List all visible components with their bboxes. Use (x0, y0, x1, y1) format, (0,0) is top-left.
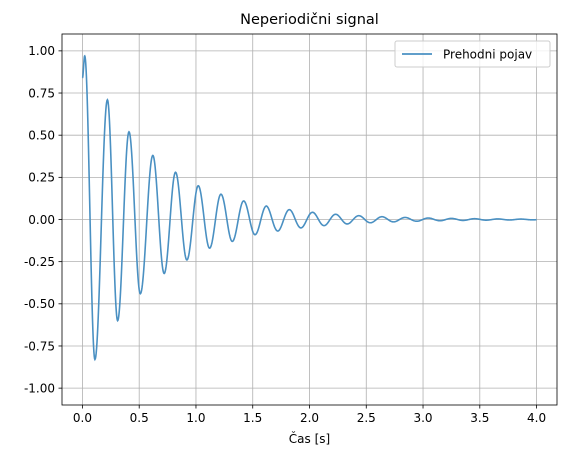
grid (62, 34, 557, 405)
chart-title: Neperiodični signal (240, 12, 379, 28)
plot-area (81, 54, 537, 362)
legend: Prehodni pojav (394, 40, 551, 68)
y-tick-label: -0.50 (24, 297, 55, 311)
x-tick-label: 3.5 (470, 411, 489, 425)
y-tick-label: 0.50 (28, 128, 55, 142)
y-tick-label: 0.00 (28, 213, 55, 227)
x-axis-label: Čas [s] (289, 431, 330, 446)
x-tick-label: 1.5 (243, 411, 262, 425)
y-tick-label: -0.75 (24, 339, 55, 353)
x-tick-label: 2.5 (357, 411, 376, 425)
y-tick-label: 0.75 (28, 86, 55, 100)
x-tick-label: 1.0 (186, 411, 205, 425)
legend-box (394, 40, 551, 68)
series-line-prehodni-pojav (81, 54, 537, 362)
x-tick-label: 0.5 (130, 411, 149, 425)
y-tick-label: 0.25 (28, 171, 55, 185)
x-tick-label: 0.0 (73, 411, 92, 425)
x-tick-label: 3.0 (413, 411, 432, 425)
legend-entry: Prehodni pojav (443, 48, 532, 62)
ticks: 0.0 0.5 1.0 1.5 2.0 2.5 3.0 3.5 4.0 -1.00 -0.75 -0.… (24, 44, 546, 425)
x-tick-label: 2.0 (300, 411, 319, 425)
y-tick-label: -0.25 (24, 255, 55, 269)
x-tick-label: 4.0 (527, 411, 546, 425)
y-tick-label: -1.00 (24, 381, 55, 395)
y-tick-label: 1.00 (28, 44, 55, 58)
